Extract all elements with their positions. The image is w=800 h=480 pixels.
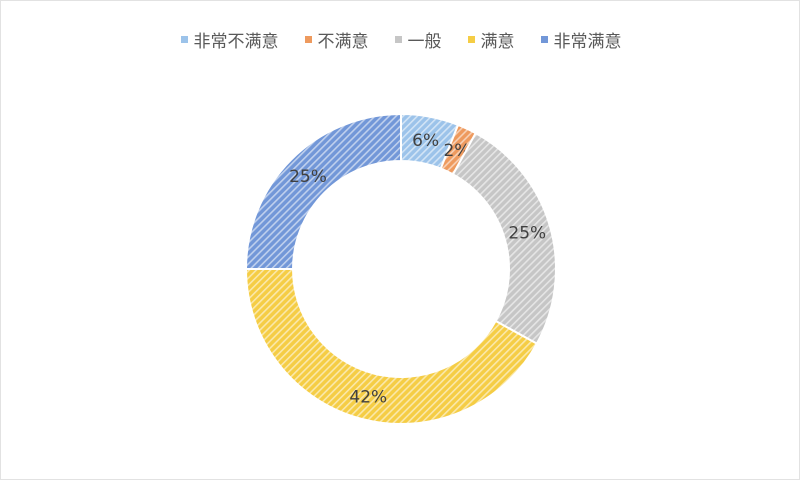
legend-item: 一般	[394, 27, 442, 52]
data-label: 25%	[289, 167, 327, 187]
legend-label: 一般	[407, 32, 442, 52]
legend: 非常不满意 不满意 一般 满意 非常满意	[1, 27, 799, 52]
legend-swatch	[304, 36, 312, 43]
donut-slice	[244, 268, 539, 425]
legend-item: 非常满意	[540, 27, 622, 52]
legend-swatch	[540, 36, 548, 43]
data-label: 6%	[412, 131, 439, 151]
data-label: 25%	[508, 223, 546, 243]
legend-label: 满意	[480, 32, 515, 52]
legend-label: 不满意	[317, 32, 369, 52]
legend-label: 非常不满意	[193, 32, 279, 52]
legend-item: 满意	[467, 27, 515, 52]
legend-label: 非常满意	[553, 32, 622, 52]
legend-item: 不满意	[304, 27, 369, 52]
donut-slice	[244, 112, 402, 270]
legend-swatch	[467, 36, 475, 43]
legend-swatch	[180, 36, 188, 43]
legend-swatch	[394, 36, 402, 43]
data-label: 42%	[349, 387, 387, 407]
legend-item: 非常不满意	[180, 27, 279, 52]
